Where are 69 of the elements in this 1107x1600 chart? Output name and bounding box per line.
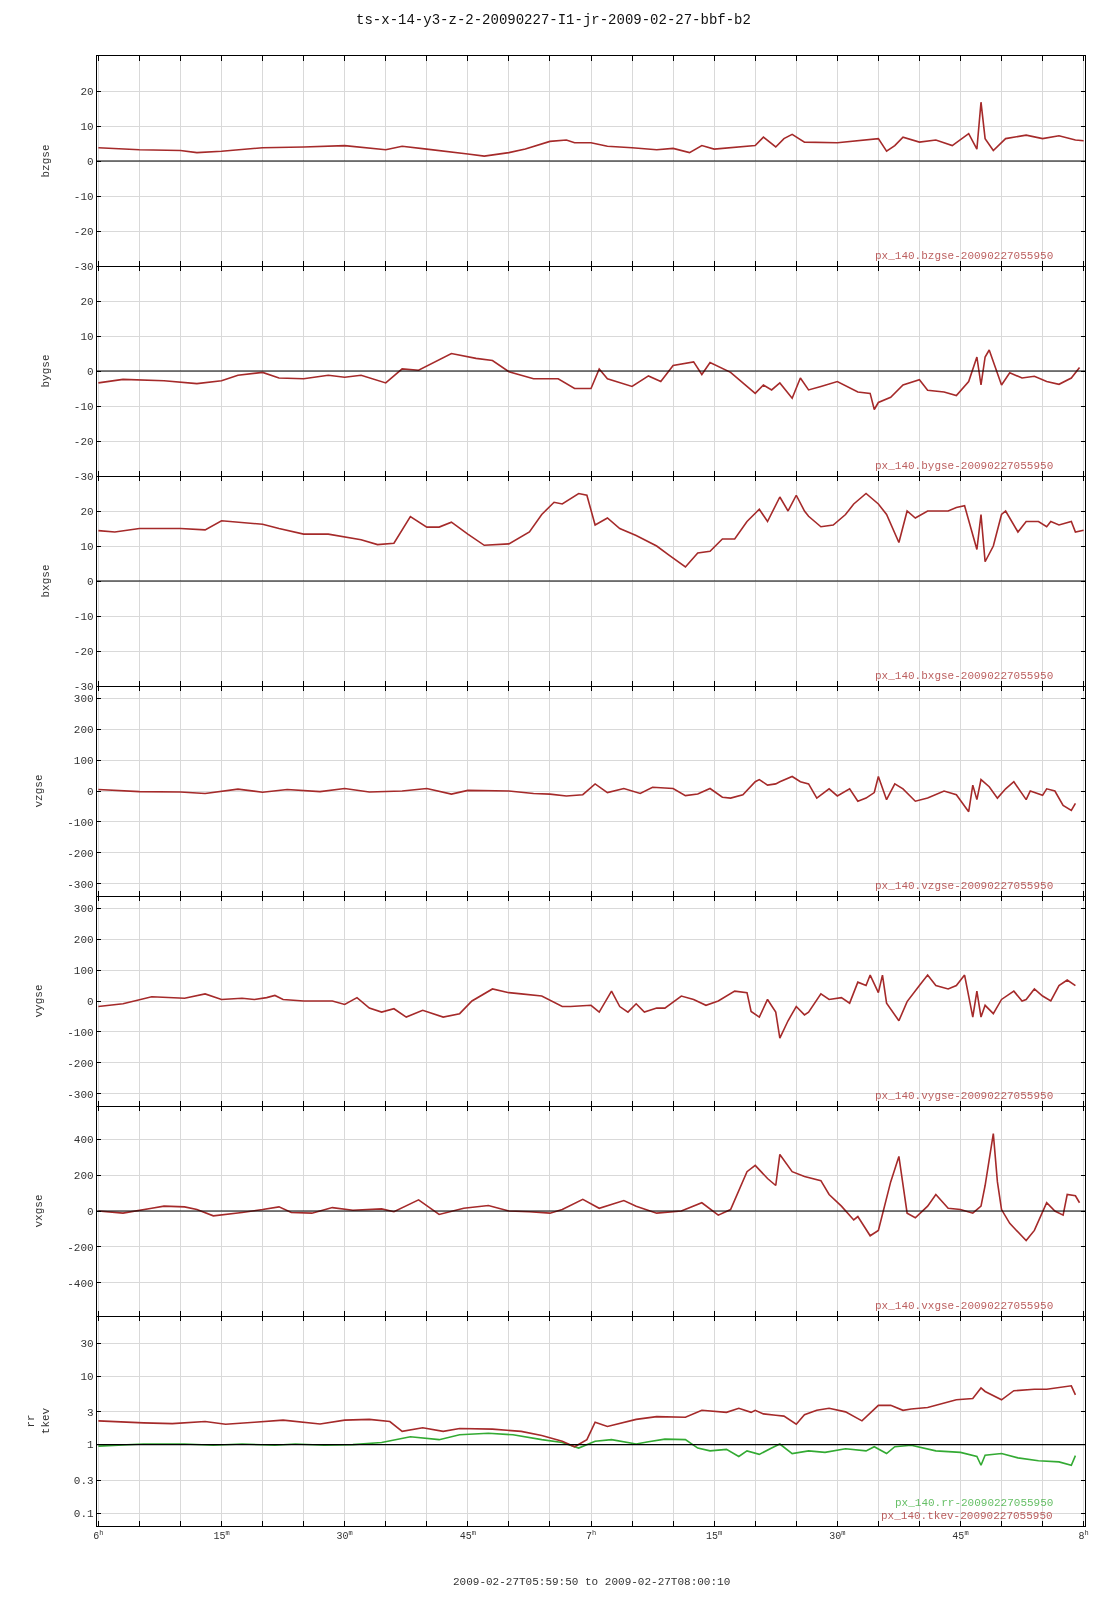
y-axis-title: vxgse xyxy=(32,1194,45,1228)
x-tick-label: 8$^{h}$ xyxy=(1078,1529,1089,1543)
y-axis-title: vzgse xyxy=(32,774,45,808)
x-tick-label: 30$^{m}$ xyxy=(336,1529,353,1543)
y-tick-label: -30 xyxy=(73,260,94,273)
x-axis-title: 2009-02-27T05:59:50 to 2009-02-27T08:00:10 xyxy=(453,1576,731,1588)
y-tick-label: -200 xyxy=(67,1241,94,1254)
y-axis-title: rr tkev xyxy=(25,1407,52,1435)
y-tick-label: 100 xyxy=(73,754,94,767)
y-axis-title: vygse xyxy=(32,984,45,1018)
y-tick-label: 1 xyxy=(86,1439,94,1452)
y-tick-label: 3 xyxy=(86,1406,94,1419)
y-tick-label: 0 xyxy=(86,575,94,588)
y-tick-label: -300 xyxy=(67,878,94,891)
y-tick-label: 400 xyxy=(73,1134,94,1147)
x-tick-label: 7$^{h}$ xyxy=(585,1529,597,1543)
annotation: px_140.rr-20090227055950 xyxy=(895,1497,1054,1509)
y-tick-label: -100 xyxy=(67,1026,94,1039)
x-tick-label: 15$^{m}$ xyxy=(213,1529,230,1543)
chart-title: ts-x-14-y3-z-2-20090227-I1-jr-2009-02-27-bbf-b2 xyxy=(356,11,751,28)
y-tick-label: -10 xyxy=(73,190,94,203)
y-tick-label: 200 xyxy=(73,724,94,737)
annotation: px_140.vxgse-20090227055950 xyxy=(875,1300,1054,1312)
y-tick-label: 10 xyxy=(80,330,94,343)
y-axis-title: bzgse xyxy=(39,144,52,178)
y-tick-label: -300 xyxy=(67,1088,94,1101)
y-tick-label: -20 xyxy=(73,645,94,658)
annotation: px_140.tkev-20090227055950 xyxy=(881,1510,1053,1522)
y-tick-label: -20 xyxy=(73,225,94,238)
y-tick-label: 10 xyxy=(80,540,94,553)
y-tick-label: 20 xyxy=(80,505,94,518)
y-tick-label: -200 xyxy=(67,1057,94,1070)
x-tick-label: 6$^{h}$ xyxy=(93,1529,104,1543)
y-tick-label: 0 xyxy=(86,1205,94,1218)
x-tick-label: 45$^{m}$ xyxy=(459,1529,476,1543)
y-tick-label: 10 xyxy=(80,1370,94,1383)
annotation: px_140.vygse-20090227055950 xyxy=(875,1090,1054,1102)
y-tick-label: 0.3 xyxy=(73,1475,94,1488)
y-tick-label: 0 xyxy=(86,365,94,378)
y-tick-label: 300 xyxy=(73,693,94,706)
annotation: px_140.bzgse-20090227055950 xyxy=(875,250,1054,262)
x-tick-label: 15$^{m}$ xyxy=(706,1529,723,1543)
y-tick-label: -30 xyxy=(73,470,94,483)
y-tick-label: 200 xyxy=(73,1169,94,1182)
annotation: px_140.bygse-20090227055950 xyxy=(875,460,1054,472)
y-tick-label: 10 xyxy=(80,120,94,133)
y-tick-label: -100 xyxy=(67,816,94,829)
y-tick-label: 20 xyxy=(80,85,94,98)
annotation: px_140.vzgse-20090227055950 xyxy=(875,880,1054,892)
y-tick-label: -200 xyxy=(67,847,94,860)
y-tick-label: -400 xyxy=(67,1277,94,1290)
y-tick-label: 300 xyxy=(73,903,94,916)
y-axis-title: bygse xyxy=(39,354,52,388)
y-tick-label: 30 xyxy=(80,1338,94,1351)
y-tick-label: 0.1 xyxy=(73,1508,94,1521)
y-tick-label: 0 xyxy=(86,155,94,168)
y-tick-label: -10 xyxy=(73,400,94,413)
y-tick-label: -10 xyxy=(73,610,94,623)
x-tick-label: 45$^{m}$ xyxy=(952,1529,969,1543)
y-tick-label: 0 xyxy=(86,995,94,1008)
y-axis-title: bxgse xyxy=(39,564,52,598)
y-tick-label: 0 xyxy=(86,785,94,798)
y-tick-label: -20 xyxy=(73,435,94,448)
y-tick-label: 20 xyxy=(80,295,94,308)
y-tick-label: 200 xyxy=(73,934,94,947)
y-tick-label: 100 xyxy=(73,964,94,977)
x-tick-label: 30$^{m}$ xyxy=(829,1529,846,1543)
y-tick-label: -30 xyxy=(73,680,94,693)
annotation: px_140.bxgse-20090227055950 xyxy=(875,670,1054,682)
